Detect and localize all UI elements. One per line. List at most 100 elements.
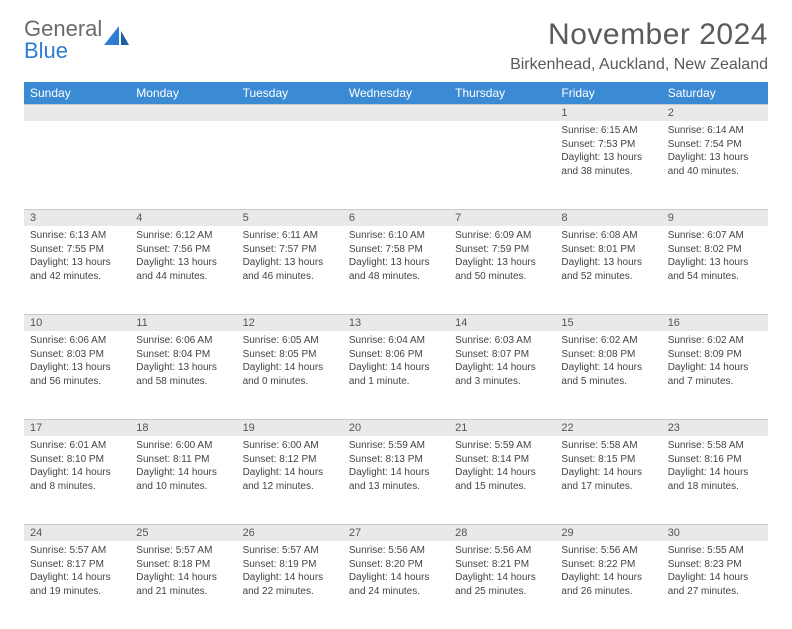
day-number-cell: 30 bbox=[662, 524, 768, 541]
day-number-cell: 3 bbox=[24, 209, 130, 226]
sunrise-text: Sunrise: 6:01 AM bbox=[30, 439, 124, 453]
sunset-text: Sunset: 8:12 PM bbox=[243, 453, 337, 467]
day-number-cell: 21 bbox=[449, 419, 555, 436]
daynum-row: 10111213141516 bbox=[24, 314, 768, 331]
sunrise-text: Sunrise: 6:06 AM bbox=[136, 334, 230, 348]
day2-text: and 0 minutes. bbox=[243, 375, 337, 389]
sunrise-text: Sunrise: 5:59 AM bbox=[349, 439, 443, 453]
day-number-cell: 23 bbox=[662, 419, 768, 436]
sunset-text: Sunset: 8:07 PM bbox=[455, 348, 549, 362]
day-number-cell: 13 bbox=[343, 314, 449, 331]
day-cell: Sunrise: 6:15 AMSunset: 7:53 PMDaylight:… bbox=[555, 121, 661, 209]
day-number-cell bbox=[343, 104, 449, 121]
weekday-header: Sunday bbox=[24, 82, 130, 104]
sunrise-text: Sunrise: 5:57 AM bbox=[136, 544, 230, 558]
day-content-row: Sunrise: 5:57 AMSunset: 8:17 PMDaylight:… bbox=[24, 541, 768, 629]
sunset-text: Sunset: 8:02 PM bbox=[668, 243, 762, 257]
brand-logo: General Blue bbox=[24, 18, 130, 62]
day2-text: and 24 minutes. bbox=[349, 585, 443, 599]
sunrise-text: Sunrise: 6:02 AM bbox=[668, 334, 762, 348]
sunset-text: Sunset: 8:11 PM bbox=[136, 453, 230, 467]
day-number-cell: 20 bbox=[343, 419, 449, 436]
day-number-cell: 16 bbox=[662, 314, 768, 331]
day2-text: and 25 minutes. bbox=[455, 585, 549, 599]
daynum-row: 17181920212223 bbox=[24, 419, 768, 436]
weekday-header: Monday bbox=[130, 82, 236, 104]
day2-text: and 18 minutes. bbox=[668, 480, 762, 494]
sunrise-text: Sunrise: 6:02 AM bbox=[561, 334, 655, 348]
sunrise-text: Sunrise: 6:12 AM bbox=[136, 229, 230, 243]
day2-text: and 19 minutes. bbox=[30, 585, 124, 599]
sunset-text: Sunset: 8:20 PM bbox=[349, 558, 443, 572]
day-number-cell: 15 bbox=[555, 314, 661, 331]
weekday-header: Saturday bbox=[662, 82, 768, 104]
day-cell: Sunrise: 6:12 AMSunset: 7:56 PMDaylight:… bbox=[130, 226, 236, 314]
weekday-header: Friday bbox=[555, 82, 661, 104]
sunset-text: Sunset: 8:19 PM bbox=[243, 558, 337, 572]
day1-text: Daylight: 14 hours bbox=[243, 466, 337, 480]
page-header: General Blue November 2024 Birkenhead, A… bbox=[24, 18, 768, 74]
sunset-text: Sunset: 8:23 PM bbox=[668, 558, 762, 572]
sunrise-text: Sunrise: 6:09 AM bbox=[455, 229, 549, 243]
day1-text: Daylight: 14 hours bbox=[561, 571, 655, 585]
day-number-cell bbox=[237, 104, 343, 121]
day1-text: Daylight: 14 hours bbox=[668, 361, 762, 375]
day-cell: Sunrise: 5:56 AMSunset: 8:22 PMDaylight:… bbox=[555, 541, 661, 629]
day-cell: Sunrise: 5:56 AMSunset: 8:20 PMDaylight:… bbox=[343, 541, 449, 629]
day-cell bbox=[237, 121, 343, 209]
daynum-row: 12 bbox=[24, 104, 768, 121]
sunset-text: Sunset: 8:01 PM bbox=[561, 243, 655, 257]
sunrise-text: Sunrise: 5:57 AM bbox=[30, 544, 124, 558]
sunrise-text: Sunrise: 6:06 AM bbox=[30, 334, 124, 348]
day2-text: and 3 minutes. bbox=[455, 375, 549, 389]
day-number-cell: 8 bbox=[555, 209, 661, 226]
sunrise-text: Sunrise: 6:11 AM bbox=[243, 229, 337, 243]
day-number-cell: 28 bbox=[449, 524, 555, 541]
day1-text: Daylight: 13 hours bbox=[668, 151, 762, 165]
sunset-text: Sunset: 8:18 PM bbox=[136, 558, 230, 572]
sunrise-text: Sunrise: 5:58 AM bbox=[668, 439, 762, 453]
day1-text: Daylight: 14 hours bbox=[561, 466, 655, 480]
day1-text: Daylight: 14 hours bbox=[455, 466, 549, 480]
day2-text: and 15 minutes. bbox=[455, 480, 549, 494]
day-content-row: Sunrise: 6:13 AMSunset: 7:55 PMDaylight:… bbox=[24, 226, 768, 314]
day-cell: Sunrise: 6:03 AMSunset: 8:07 PMDaylight:… bbox=[449, 331, 555, 419]
day2-text: and 54 minutes. bbox=[668, 270, 762, 284]
day2-text: and 52 minutes. bbox=[561, 270, 655, 284]
day2-text: and 13 minutes. bbox=[349, 480, 443, 494]
brand-sail-icon bbox=[104, 23, 130, 57]
sunrise-text: Sunrise: 6:03 AM bbox=[455, 334, 549, 348]
sunset-text: Sunset: 8:17 PM bbox=[30, 558, 124, 572]
day-number-cell: 1 bbox=[555, 104, 661, 121]
day1-text: Daylight: 13 hours bbox=[136, 361, 230, 375]
calendar-page: General Blue November 2024 Birkenhead, A… bbox=[0, 0, 792, 629]
day1-text: Daylight: 14 hours bbox=[668, 466, 762, 480]
day1-text: Daylight: 13 hours bbox=[30, 256, 124, 270]
sunrise-text: Sunrise: 5:56 AM bbox=[561, 544, 655, 558]
sunrise-text: Sunrise: 6:00 AM bbox=[136, 439, 230, 453]
day2-text: and 50 minutes. bbox=[455, 270, 549, 284]
day1-text: Daylight: 14 hours bbox=[561, 361, 655, 375]
day-cell: Sunrise: 6:02 AMSunset: 8:09 PMDaylight:… bbox=[662, 331, 768, 419]
sunrise-text: Sunrise: 5:59 AM bbox=[455, 439, 549, 453]
day-cell: Sunrise: 6:00 AMSunset: 8:11 PMDaylight:… bbox=[130, 436, 236, 524]
sunrise-text: Sunrise: 5:56 AM bbox=[455, 544, 549, 558]
day-number-cell bbox=[24, 104, 130, 121]
sunset-text: Sunset: 8:13 PM bbox=[349, 453, 443, 467]
day-number-cell: 9 bbox=[662, 209, 768, 226]
weekday-header: Tuesday bbox=[237, 82, 343, 104]
day1-text: Daylight: 14 hours bbox=[349, 466, 443, 480]
day1-text: Daylight: 14 hours bbox=[455, 571, 549, 585]
day-number-cell: 5 bbox=[237, 209, 343, 226]
day2-text: and 38 minutes. bbox=[561, 165, 655, 179]
day-cell: Sunrise: 6:01 AMSunset: 8:10 PMDaylight:… bbox=[24, 436, 130, 524]
sunrise-text: Sunrise: 6:04 AM bbox=[349, 334, 443, 348]
sunrise-text: Sunrise: 6:08 AM bbox=[561, 229, 655, 243]
day-number-cell: 11 bbox=[130, 314, 236, 331]
day1-text: Daylight: 14 hours bbox=[349, 571, 443, 585]
calendar-table: Sunday Monday Tuesday Wednesday Thursday… bbox=[24, 82, 768, 629]
day2-text: and 26 minutes. bbox=[561, 585, 655, 599]
sunrise-text: Sunrise: 6:13 AM bbox=[30, 229, 124, 243]
day1-text: Daylight: 13 hours bbox=[136, 256, 230, 270]
title-block: November 2024 Birkenhead, Auckland, New … bbox=[510, 18, 768, 74]
